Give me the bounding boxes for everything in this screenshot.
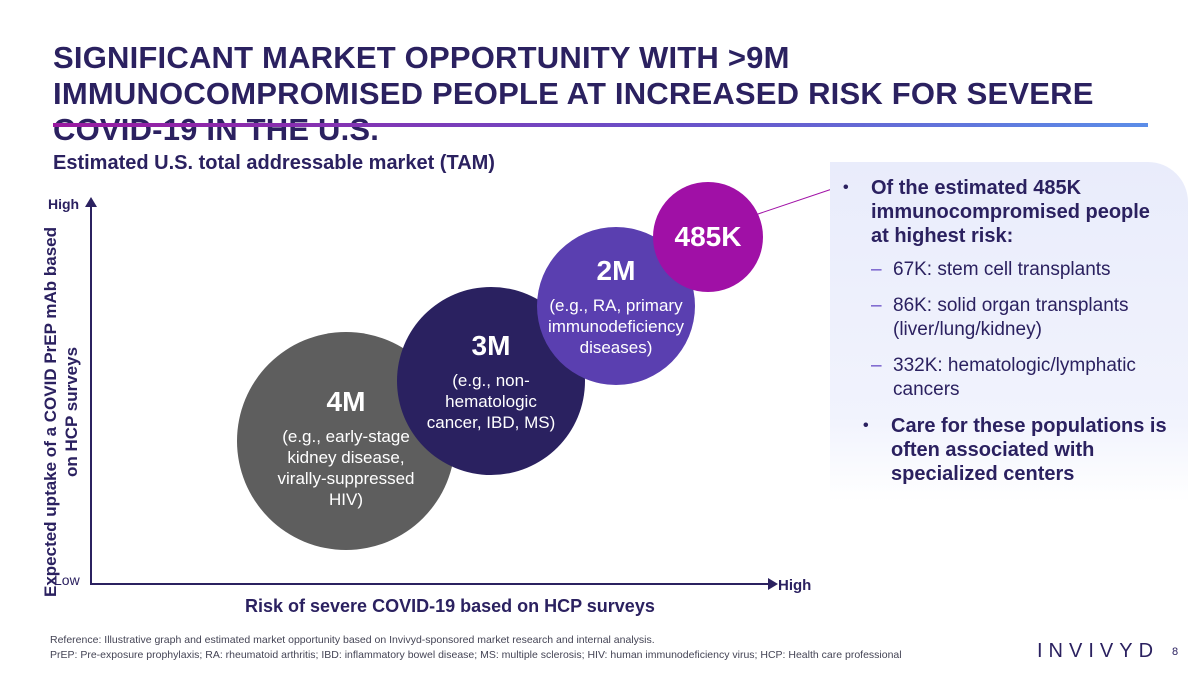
x-axis-line [90, 583, 770, 585]
bubble-485k: 485K [653, 182, 763, 292]
panel-bullet-2-text: Care for these populations is often asso… [891, 415, 1167, 485]
callout-panel-content: • Of the estimated 485K immunocompromise… [843, 176, 1173, 486]
y-axis-high-label: High [48, 196, 80, 212]
bubble-4m-description: (e.g., early-stage kidney disease, viral… [277, 427, 415, 509]
panel-subitem-text: 86K: solid organ transplants (liver/lung… [893, 295, 1129, 340]
panel-subitem: – 67K: stem cell transplants [871, 258, 1173, 282]
title-divider [53, 123, 1148, 127]
bullet-icon: • [863, 417, 869, 434]
dash-icon: – [871, 355, 882, 376]
bubble-2m-description: (e.g., RA, primary immunodeficiency dise… [547, 295, 685, 357]
footnote-reference: Reference: Illustrative graph and estima… [50, 634, 655, 646]
page-number: 8 [1172, 646, 1179, 658]
footnote-abbreviations: PrEP: Pre-exposure prophylaxis; RA: rheu… [50, 649, 902, 661]
x-axis-high-label: High [778, 577, 812, 594]
y-axis-arrow-icon [85, 197, 97, 207]
panel-subitem: – 86K: solid organ transplants (liver/lu… [871, 294, 1173, 342]
invivyd-logo: INVIVYD [1037, 640, 1160, 662]
panel-sublist: – 67K: stem cell transplants – 86K: soli… [871, 258, 1173, 402]
panel-subitem-text: 332K: hematologic/lymphatic cancers [893, 355, 1136, 400]
slide-title: SIGNIFICANT MARKET OPPORTUNITY WITH >9M … [53, 40, 1094, 147]
panel-subitem-text: 67K: stem cell transplants [893, 259, 1111, 280]
y-axis-line [90, 205, 92, 585]
bubble-4m-value: 4M [326, 386, 366, 417]
bubble-2m-value: 2M [596, 254, 636, 286]
x-axis-arrow-icon [768, 578, 778, 590]
y-axis-title: Expected uptake of a COVID PrEP mAb base… [41, 227, 81, 598]
dash-icon: – [871, 295, 882, 316]
bubble-3m-value: 3M [471, 329, 511, 361]
dash-icon: – [871, 259, 882, 280]
callout-connector-line [754, 186, 839, 216]
footnotes: Reference: Illustrative graph and estima… [50, 633, 902, 663]
panel-bullet-1: • Of the estimated 485K immunocompromise… [843, 176, 1173, 248]
chart-subtitle: Estimated U.S. total addressable market … [53, 152, 495, 174]
bubble-3m-description: (e.g., non-hematologic cancer, IBD, MS) [426, 370, 556, 432]
panel-subitem: – 332K: hematologic/lymphatic cancers [871, 354, 1173, 402]
callout-panel [830, 162, 1188, 502]
axis-low-label: Low [54, 572, 80, 588]
x-axis-title: Risk of severe COVID-19 based on HCP sur… [245, 596, 655, 616]
panel-bullet-2: • Care for these populations is often as… [863, 414, 1173, 486]
bullet-icon: • [843, 179, 849, 196]
panel-bullet-1-text: Of the estimated 485K immunocompromised … [871, 177, 1150, 247]
bubble-485k-value: 485K [674, 221, 742, 252]
